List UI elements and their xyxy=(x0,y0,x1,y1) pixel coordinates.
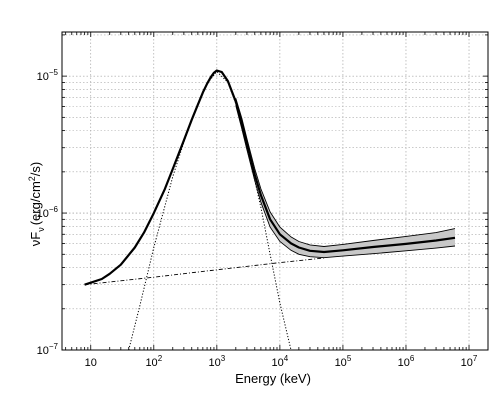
x-tick-label: 10 xyxy=(85,357,97,369)
y-axis-label-units-pre: (erg/cm xyxy=(28,181,43,225)
y-axis-label: νFν (erg/cm2/s) xyxy=(27,162,46,246)
x-axis-label: Energy (keV) xyxy=(235,371,311,386)
series-lines xyxy=(84,69,456,351)
x-tick-label: 102 xyxy=(145,354,162,369)
power-law-component-line xyxy=(84,257,325,286)
axis-ticks xyxy=(62,32,489,351)
x-tick-label-base: 10 xyxy=(208,357,220,369)
x-tick-label-base: 10 xyxy=(85,357,97,369)
total-model-line xyxy=(84,69,456,286)
y-tick-label-base: 10 xyxy=(37,208,49,220)
x-tick-label-base: 10 xyxy=(145,357,157,369)
y-tick-label-exp: −6 xyxy=(49,205,59,214)
x-tick-label: 107 xyxy=(461,354,478,369)
y-tick-label-exp: −7 xyxy=(49,342,59,351)
band-upper-line xyxy=(235,98,456,247)
x-tick-label-exp: 3 xyxy=(221,354,226,363)
y-tick-label-base: 10 xyxy=(37,71,49,83)
y-axis-label-units-sup: 2 xyxy=(27,176,37,181)
y-tick-label: 10−7 xyxy=(37,342,59,357)
y-tick-label: 10−6 xyxy=(37,205,59,220)
x-tick-label-base: 10 xyxy=(272,357,284,369)
x-tick-label-base: 10 xyxy=(335,357,347,369)
x-tick-label: 103 xyxy=(208,354,225,369)
x-tick-label: 104 xyxy=(272,354,289,369)
x-tick-label-base: 10 xyxy=(461,357,473,369)
x-tick-label-exp: 6 xyxy=(410,354,415,363)
y-axis-label-main: νF xyxy=(28,232,43,247)
peak-component-line xyxy=(128,70,292,351)
grid-lines xyxy=(62,32,488,351)
y-tick-label: 10−5 xyxy=(37,68,59,83)
x-tick-label-exp: 7 xyxy=(473,354,478,363)
x-tick-label-exp: 2 xyxy=(158,354,163,363)
x-tick-label-base: 10 xyxy=(398,357,410,369)
y-tick-label-exp: −5 xyxy=(49,68,59,77)
plot-frame xyxy=(61,31,489,351)
x-tick-label: 105 xyxy=(335,354,352,369)
x-tick-label-exp: 4 xyxy=(284,354,289,363)
band-lower-line xyxy=(235,105,456,259)
y-axis-label-sub: ν xyxy=(36,227,46,232)
x-tick-label-exp: 5 xyxy=(347,354,352,363)
x-tick-label: 106 xyxy=(398,354,415,369)
y-tick-label-base: 10 xyxy=(37,345,49,357)
y-axis-label-units-post: /s) xyxy=(28,162,43,176)
